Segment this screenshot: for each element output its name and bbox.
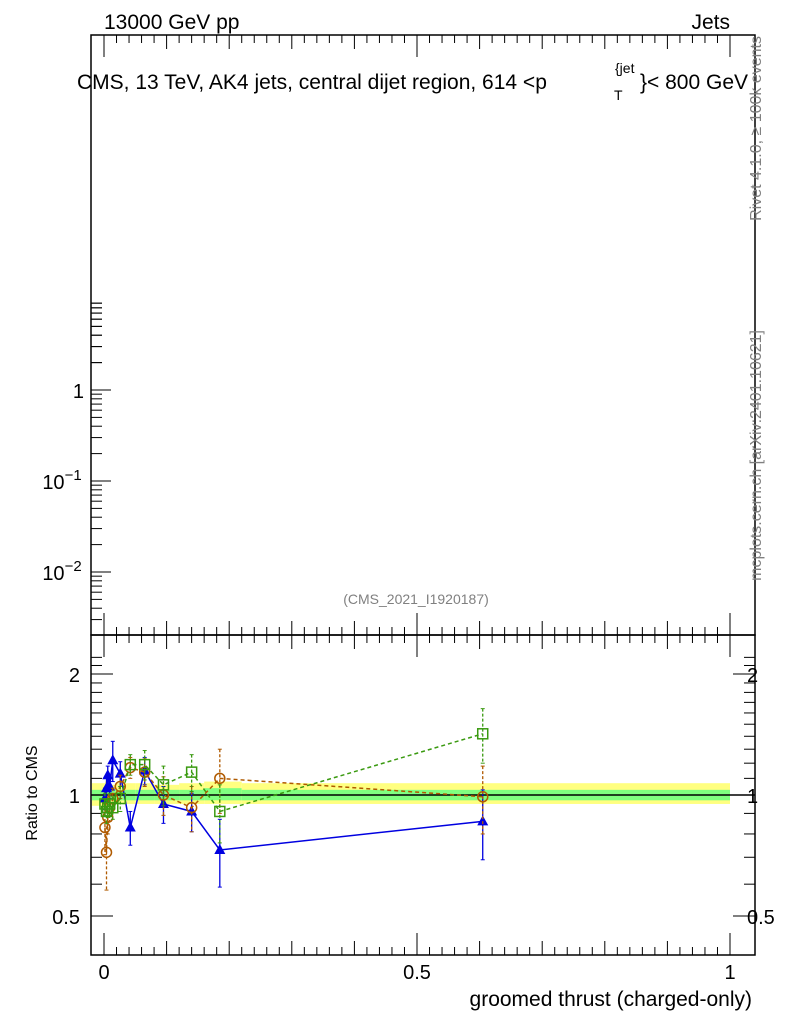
data-point-square (476, 728, 489, 740)
analysis-label: (CMS_2021_I1920187) (343, 591, 489, 607)
series-layer (99, 708, 489, 891)
data-point-circle (99, 821, 111, 834)
series-triangle (99, 740, 489, 888)
ratio-y-tick-label-right: 0.5 (747, 907, 775, 929)
main-panel-frame (90, 34, 756, 636)
data-point-square (114, 792, 127, 805)
data-point-triangle (477, 815, 489, 826)
data-point-circle (185, 801, 198, 814)
side-label-rivet: Rivet 4.1.0, ≥ 100k events (748, 36, 765, 221)
data-point-square (100, 805, 113, 818)
data-point-square (214, 805, 226, 818)
main-y-tick-label: 10−1 (42, 467, 81, 494)
data-point-circle (100, 846, 113, 859)
x-tick-label: 0 (98, 962, 109, 984)
main-y-tick-label: 1 (73, 381, 84, 403)
x-tick-label: 1 (724, 962, 735, 984)
data-point-triangle (102, 769, 114, 780)
x-axis-label: groomed thrust (charged-only) (470, 988, 752, 1011)
x-tick-label: 0.5 (403, 962, 431, 984)
title-superscript: {jet (615, 60, 635, 76)
ratio-y-tick-label-right: 1 (747, 786, 758, 808)
header-right: Jets (691, 11, 730, 34)
title-subscript: T (614, 87, 623, 103)
side-label-mcplots: mcplots.cern.ch [arXiv:2401.10621] (748, 330, 765, 581)
ratio-y-tick-label: 2 (69, 665, 80, 687)
plot-title: CMS, 13 TeV, AK4 jets, central dijet reg… (77, 60, 748, 103)
data-point-square (124, 758, 137, 771)
ratio-y-label: Ratio to CMS (24, 745, 41, 840)
ratio-y-tick-label: 1 (69, 786, 80, 808)
data-point-triangle (107, 754, 119, 765)
series-line (104, 766, 483, 853)
title-main: CMS, 13 TeV, AK4 jets, central dijet reg… (77, 71, 547, 94)
series-line (104, 733, 483, 815)
data-point-triangle (214, 843, 226, 854)
ratio-y-tick-label-right: 2 (747, 665, 758, 687)
data-point-square (107, 801, 119, 814)
series-circle (99, 748, 489, 891)
data-point-circle (476, 791, 489, 803)
data-point-square (138, 758, 151, 771)
main-panel-y-axis: 1 10−1 10−2 (42, 302, 111, 621)
header-left: 13000 GeV pp (104, 11, 239, 34)
series-square (99, 708, 489, 844)
ratio-y-tick-label: 0.5 (52, 907, 80, 929)
data-point-triangle (124, 821, 136, 832)
main-y-tick-label: 10−2 (42, 558, 81, 585)
data-point-square (185, 766, 198, 778)
data-point-square (157, 779, 170, 791)
band-inner-segment (204, 788, 242, 801)
data-point-circle (214, 772, 226, 785)
x-axis: 0 0.5 1 (98, 35, 736, 984)
ratio-y-axis: 0.5 0.5 1 1 2 2 (52, 656, 775, 929)
data-point-triangle (114, 767, 126, 778)
data-point-triangle (186, 805, 198, 816)
title-end: }< 800 GeV (640, 71, 748, 94)
